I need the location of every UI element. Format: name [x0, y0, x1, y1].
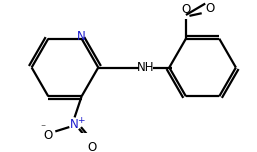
Text: ⁻: ⁻: [40, 123, 45, 133]
Text: N: N: [70, 118, 79, 131]
Text: O: O: [181, 3, 190, 16]
Text: NH: NH: [137, 61, 154, 74]
Text: O: O: [87, 141, 97, 152]
Text: O: O: [206, 2, 215, 15]
Text: O: O: [44, 129, 53, 142]
Text: +: +: [77, 116, 85, 124]
Text: N: N: [77, 29, 86, 43]
